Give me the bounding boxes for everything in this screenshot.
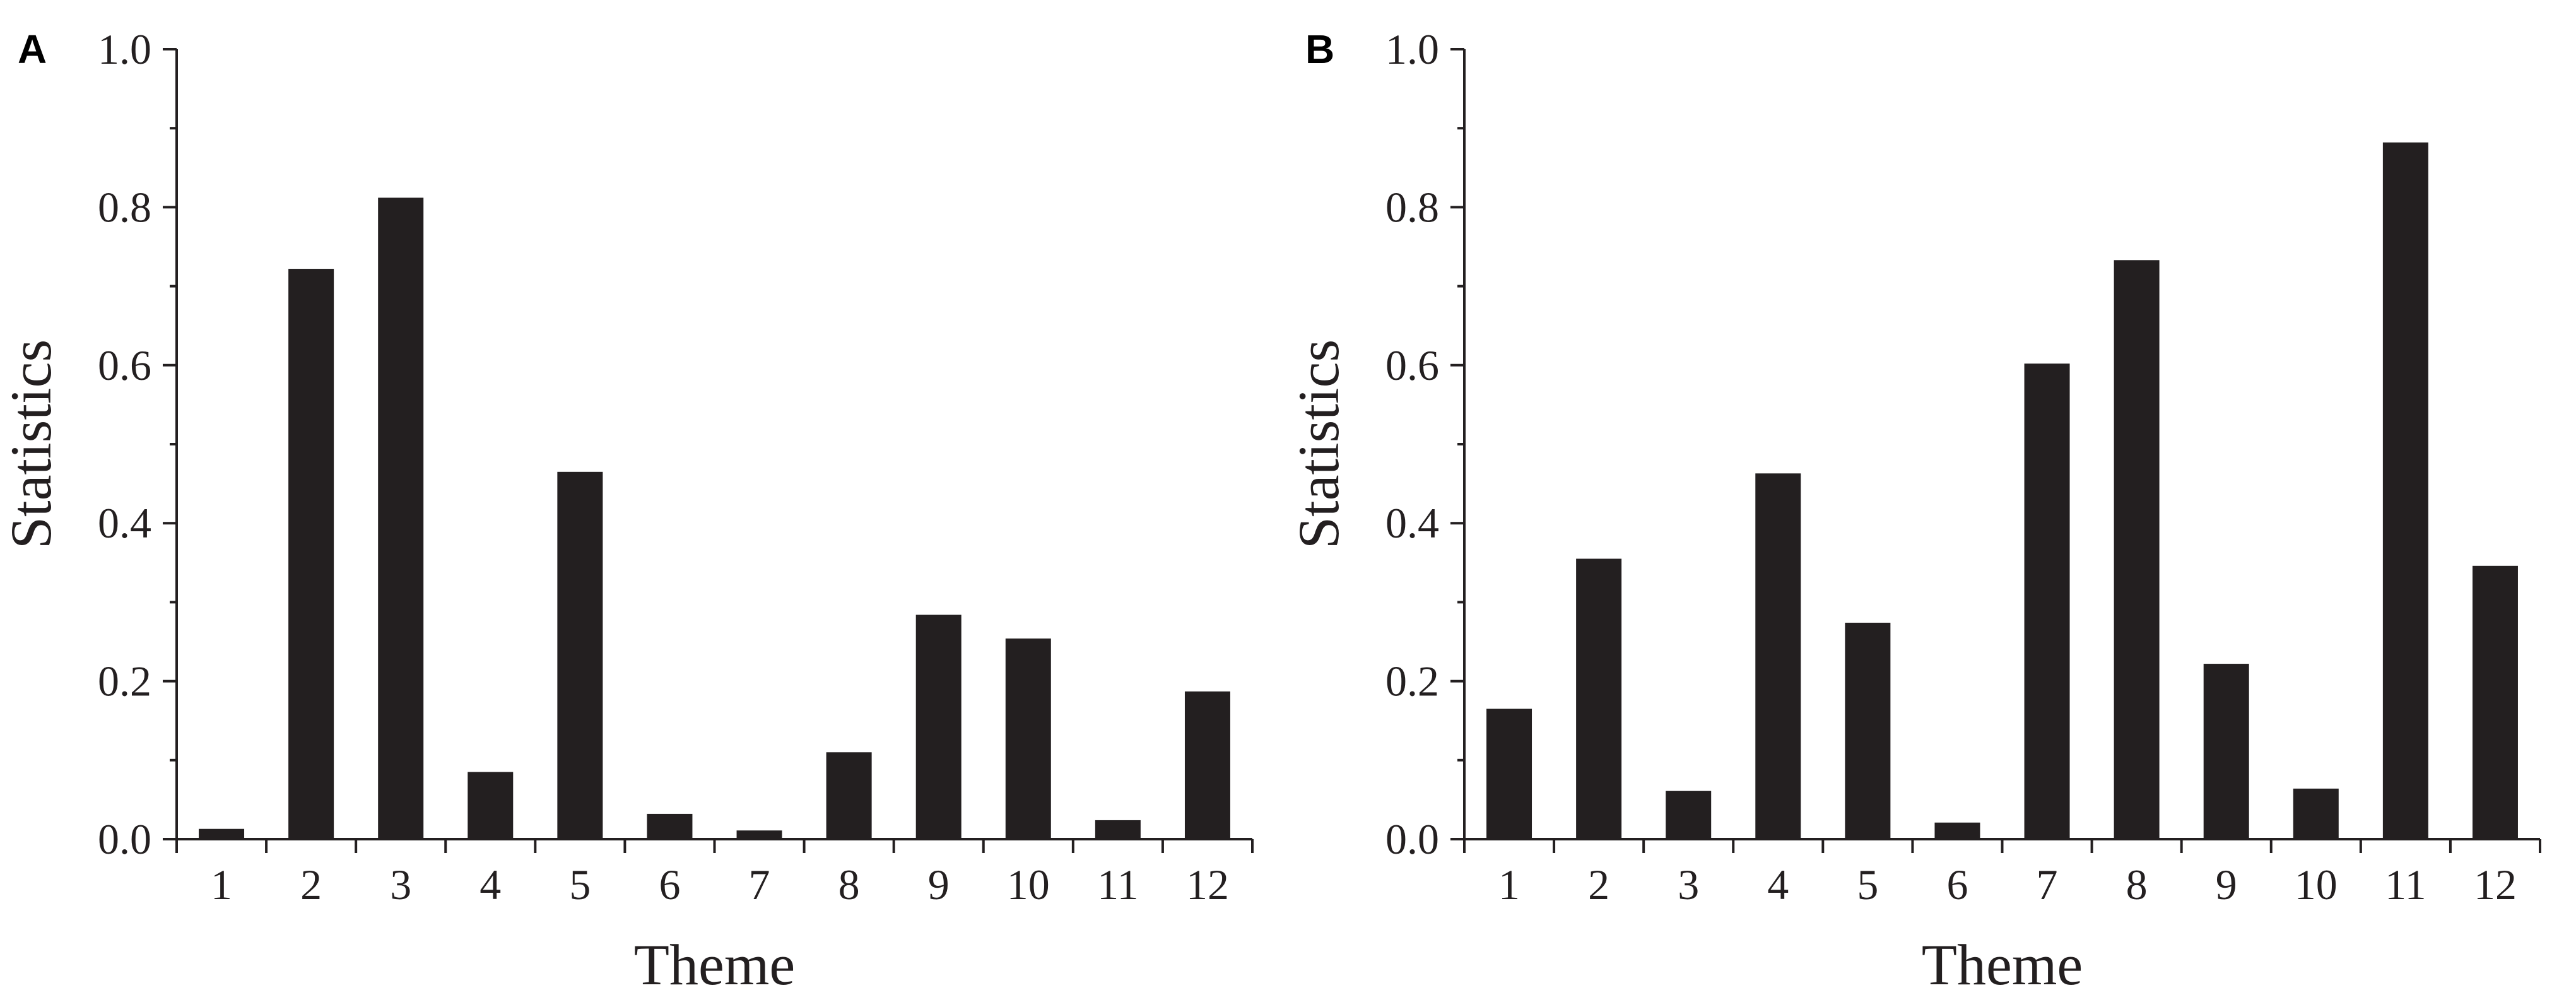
bar-theme-8 bbox=[2114, 260, 2160, 839]
x-tick-label: 9 bbox=[2216, 861, 2237, 909]
y-tick-label: 1.0 bbox=[98, 25, 151, 73]
bar-theme-2 bbox=[288, 269, 334, 839]
y-axis-title: Statistics bbox=[0, 339, 63, 549]
x-tick-label: 6 bbox=[1946, 861, 1968, 909]
y-tick-label: 0.8 bbox=[98, 183, 151, 231]
y-tick-label: 0.0 bbox=[1385, 815, 1439, 863]
x-tick-label: 7 bbox=[749, 861, 770, 909]
x-tick-label: 1 bbox=[211, 861, 232, 909]
bar-theme-10 bbox=[2293, 788, 2339, 839]
bar-theme-1 bbox=[1486, 709, 1532, 839]
bar-theme-9 bbox=[2203, 664, 2249, 839]
bar-theme-7 bbox=[2024, 363, 2070, 839]
x-tick-label: 11 bbox=[2385, 861, 2426, 909]
x-tick-label: 3 bbox=[390, 861, 411, 909]
x-tick-label: 12 bbox=[2474, 861, 2517, 909]
x-tick-label: 5 bbox=[569, 861, 591, 909]
bar-theme-6 bbox=[1934, 822, 1980, 839]
bar-theme-4 bbox=[1755, 473, 1801, 839]
x-tick-label: 2 bbox=[300, 861, 322, 909]
bar-theme-3 bbox=[1666, 791, 1712, 839]
x-axis-title: Theme bbox=[634, 933, 795, 995]
y-axis-title: Statistics bbox=[1288, 339, 1351, 549]
x-axis-title: Theme bbox=[1922, 933, 2083, 995]
x-tick-label: 5 bbox=[1857, 861, 1878, 909]
y-tick-label: 0.0 bbox=[98, 815, 151, 863]
panel-label: A bbox=[18, 26, 47, 72]
bar-theme-5 bbox=[1845, 622, 1891, 839]
y-tick-label: 1.0 bbox=[1385, 25, 1439, 73]
x-tick-label: 12 bbox=[1186, 861, 1229, 909]
x-tick-label: 8 bbox=[838, 861, 860, 909]
bar-theme-5 bbox=[557, 471, 603, 839]
y-tick-label: 0.2 bbox=[98, 657, 151, 705]
x-tick-label: 6 bbox=[659, 861, 680, 909]
y-tick-label: 0.2 bbox=[1385, 657, 1439, 705]
y-tick-label: 0.6 bbox=[1385, 341, 1439, 389]
bar-theme-8 bbox=[826, 752, 872, 839]
bar-theme-3 bbox=[378, 197, 424, 840]
bar-theme-11 bbox=[1095, 820, 1141, 839]
x-tick-label: 4 bbox=[479, 861, 501, 909]
x-tick-label: 9 bbox=[928, 861, 950, 909]
y-tick-label: 0.6 bbox=[98, 341, 151, 389]
bar-theme-6 bbox=[647, 813, 693, 839]
bar-theme-1 bbox=[199, 828, 245, 839]
x-tick-label: 8 bbox=[2126, 861, 2148, 909]
x-tick-label: 3 bbox=[1678, 861, 1699, 909]
y-tick-label: 0.8 bbox=[1385, 183, 1439, 231]
x-tick-label: 2 bbox=[1588, 861, 1609, 909]
chart-panel-a: A 0.0 0.2 0.4 0.6 0.8 1.0 1 2 3 4 5 6 7 8 9 10 11 12 Theme S… bbox=[0, 25, 1254, 995]
x-tick-label: 11 bbox=[1097, 861, 1138, 909]
x-tick-label: 10 bbox=[2295, 861, 2338, 909]
y-tick-label: 0.4 bbox=[1385, 499, 1439, 547]
chart-panel-b: B 0.0 0.2 0.4 0.6 0.8 1.0 1 2 3 4 5 6 7 8 9 10 11 12 Theme S… bbox=[1288, 0, 2576, 995]
x-tick-label: 10 bbox=[1007, 861, 1050, 909]
bar-theme-4 bbox=[468, 772, 514, 839]
bar-theme-10 bbox=[1005, 638, 1051, 839]
y-tick-label: 0.4 bbox=[98, 499, 151, 547]
x-tick-label: 7 bbox=[2037, 861, 2058, 909]
x-tick-label: 4 bbox=[1767, 861, 1789, 909]
panel-label: B bbox=[1305, 26, 1334, 72]
bar-theme-7 bbox=[736, 830, 782, 839]
bar-theme-12 bbox=[1184, 691, 1230, 839]
bar-theme-2 bbox=[1576, 558, 1622, 839]
bar-theme-12 bbox=[2472, 565, 2518, 839]
bar-theme-11 bbox=[2382, 142, 2428, 840]
x-tick-label: 1 bbox=[1498, 861, 1520, 909]
bar-theme-9 bbox=[915, 615, 962, 839]
chart-b-svg: B0.00.20.40.60.81.01 2 3 4 5 6 7 8 9 10 11 12ThemeS… bbox=[1288, 25, 2541, 995]
chart-a-svg: A0.00.20.40.60.81.01 2 3 4 5 6 7 8 9 10 11 12ThemeS… bbox=[0, 25, 1254, 995]
